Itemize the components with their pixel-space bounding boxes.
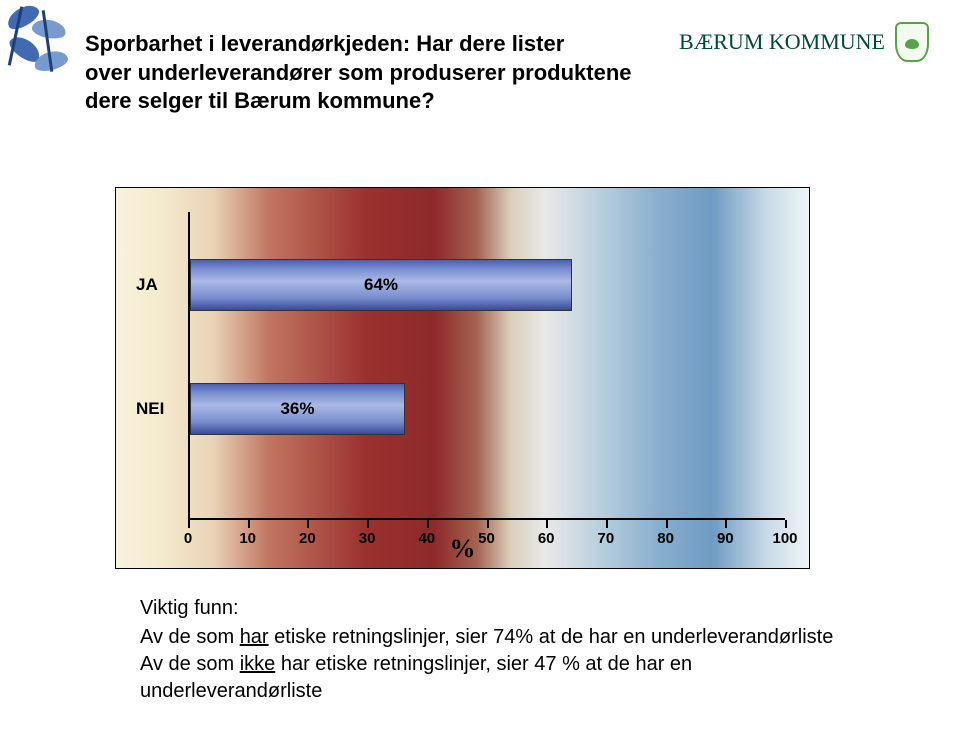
findings-line: Av de som ikke har etiske retningslinjer… bbox=[140, 651, 860, 705]
x-tick-label: 10 bbox=[239, 530, 256, 547]
bar: 64% bbox=[190, 259, 572, 311]
text-underline: ikke bbox=[240, 653, 276, 675]
x-tick bbox=[487, 520, 489, 528]
category-label: NEI bbox=[136, 399, 164, 419]
text: Av de som bbox=[140, 626, 240, 648]
findings-line: Av de som har etiske retningslinjer, sie… bbox=[140, 624, 860, 651]
x-tick bbox=[188, 520, 190, 528]
decor-leaf bbox=[31, 17, 68, 41]
bar-value-label: 64% bbox=[364, 275, 398, 295]
x-tick-label: 40 bbox=[418, 530, 435, 547]
title-line: over underleverandører som produserer pr… bbox=[85, 59, 665, 88]
x-tick-label: 50 bbox=[478, 530, 495, 547]
x-tick-label: 80 bbox=[657, 530, 674, 547]
title-line: dere selger til Bærum kommune? bbox=[85, 87, 665, 116]
brand-shield-icon bbox=[895, 22, 929, 62]
x-tick bbox=[367, 520, 369, 528]
x-tick bbox=[725, 520, 727, 528]
category-label: JA bbox=[136, 275, 158, 295]
x-tick-label: 60 bbox=[538, 530, 555, 547]
brand-name: BÆRUM KOMMUNE bbox=[679, 29, 885, 55]
page-title: Sporbarhet i leverandørkjeden: Har dere … bbox=[85, 30, 665, 116]
chart-frame: 0 10 20 30 40 50 60 70 80 90 100 64% 36% % JA NEI bbox=[115, 187, 810, 569]
x-tick bbox=[248, 520, 250, 528]
brand-block: BÆRUM KOMMUNE bbox=[679, 22, 929, 62]
x-tick-label: 100 bbox=[772, 530, 797, 547]
x-axis-title: % bbox=[450, 534, 476, 564]
title-line: Sporbarhet i leverandørkjeden: Har dere … bbox=[85, 30, 665, 59]
x-tick bbox=[546, 520, 548, 528]
x-tick bbox=[785, 520, 787, 528]
x-tick-label: 90 bbox=[717, 530, 734, 547]
x-tick bbox=[606, 520, 608, 528]
x-tick bbox=[307, 520, 309, 528]
bar: 36% bbox=[190, 383, 405, 435]
left-decor-band bbox=[0, 0, 75, 737]
x-tick bbox=[666, 520, 668, 528]
x-tick-label: 30 bbox=[359, 530, 376, 547]
findings-head: Viktig funn: bbox=[140, 595, 860, 622]
x-tick bbox=[427, 520, 429, 528]
plot-area: 010203040506070809010064%36% bbox=[188, 212, 785, 520]
bar-value-label: 36% bbox=[280, 399, 314, 419]
text-underline: har bbox=[240, 626, 269, 648]
x-tick-label: 0 bbox=[184, 530, 192, 547]
findings-block: Viktig funn: Av de som har etiske retnin… bbox=[140, 595, 860, 705]
text: Av de som bbox=[140, 653, 240, 675]
x-tick-label: 20 bbox=[299, 530, 316, 547]
text: etiske retningslinjer, sier 74% at de ha… bbox=[269, 626, 834, 648]
x-tick-label: 70 bbox=[598, 530, 615, 547]
